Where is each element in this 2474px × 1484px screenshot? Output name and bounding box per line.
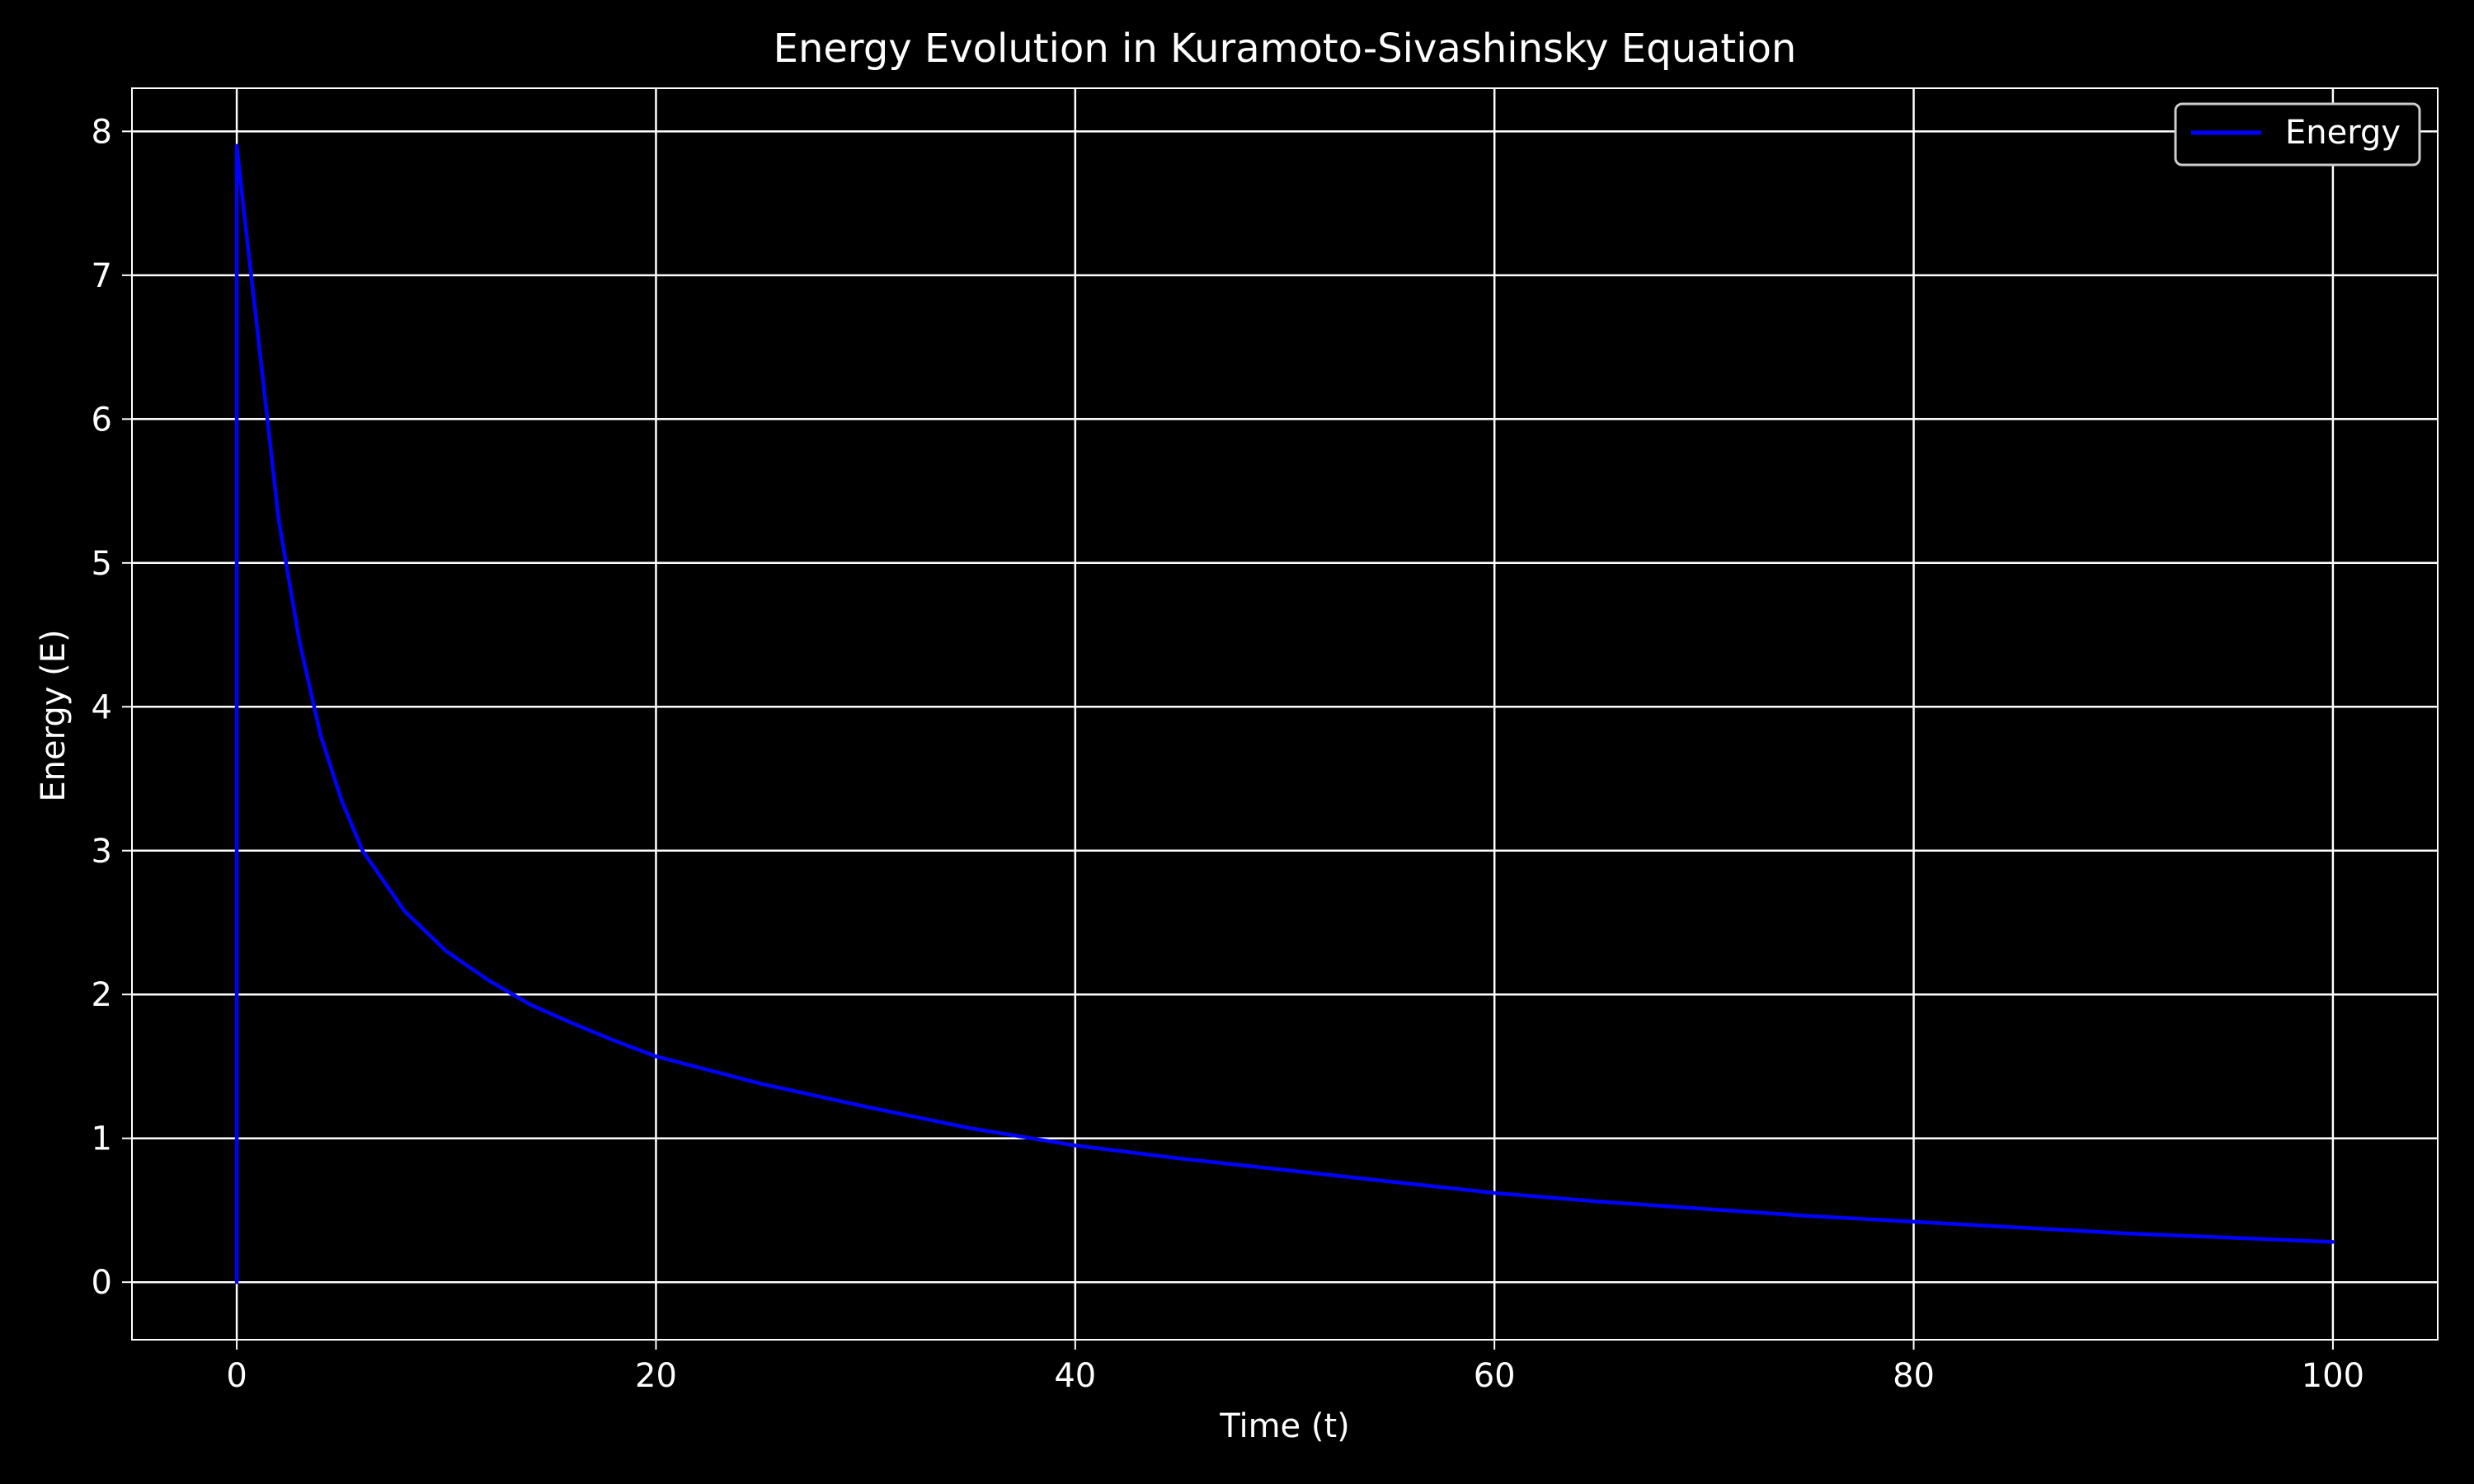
energy-data-point [1493, 1192, 1495, 1194]
x-tick-label: 20 [635, 1357, 677, 1395]
energy-data-point [341, 800, 342, 801]
y-tick-label: 5 [92, 545, 112, 583]
y-tick-label: 8 [92, 113, 112, 151]
x-tick-label: 80 [1893, 1357, 1935, 1395]
x-tick-label: 40 [1054, 1357, 1096, 1395]
plot-frame [131, 87, 2439, 1341]
energy-series-line [234, 143, 2335, 1284]
x-axis-label: Time (t) [1219, 1407, 1350, 1445]
energy-data-point [2227, 1237, 2229, 1238]
y-tick-label: 2 [92, 976, 112, 1014]
energy-data-point [571, 1022, 573, 1024]
energy-data-point [278, 519, 280, 520]
energy-data-point [242, 203, 244, 204]
energy-data-point [1284, 1169, 1286, 1171]
x-tick-label: 60 [1474, 1357, 1516, 1395]
y-tick-label: 3 [92, 833, 112, 871]
x-tick-label: 100 [2302, 1357, 2364, 1395]
energy-data-point [2018, 1227, 2020, 1228]
energy-data-point [487, 979, 489, 981]
energy-series-points [236, 145, 2334, 1283]
energy-data-point [362, 850, 364, 852]
energy-data-point [257, 332, 258, 334]
energy-data-point [1913, 1221, 1914, 1223]
energy-data-point [970, 1128, 971, 1129]
energy-data-point [320, 735, 322, 736]
energy-data-point [299, 641, 300, 643]
energy-data-point [1808, 1215, 1809, 1217]
energy-data-point [1179, 1158, 1181, 1159]
legend: Energy [2174, 102, 2421, 167]
energy-data-point [529, 1004, 531, 1005]
energy-data-point [236, 1281, 238, 1283]
axis-ticks [122, 130, 2334, 1350]
y-tick-label: 4 [92, 688, 112, 726]
energy-data-point [865, 1106, 867, 1107]
energy-data-point [236, 145, 238, 147]
tick-labels: 0 20 40 60 80 100 0 1 2 3 4 5 6 7 8 [92, 113, 2365, 1395]
legend-box [2174, 102, 2421, 167]
x-tick-label: 0 [226, 1357, 247, 1395]
chart-title: Energy Evolution in Kuramoto-Sivashinsky… [774, 26, 1797, 72]
energy-data-point [760, 1082, 761, 1084]
grid [132, 88, 2438, 1340]
y-axis-label: Energy (E) [35, 629, 73, 801]
energy-data-point [403, 910, 405, 912]
y-tick-label: 0 [92, 1264, 112, 1302]
y-tick-label: 7 [92, 257, 112, 295]
y-tick-label: 1 [92, 1120, 112, 1158]
energy-data-point [1598, 1201, 1600, 1202]
y-tick-label: 6 [92, 401, 112, 439]
legend-label-energy: Energy [2285, 114, 2401, 152]
